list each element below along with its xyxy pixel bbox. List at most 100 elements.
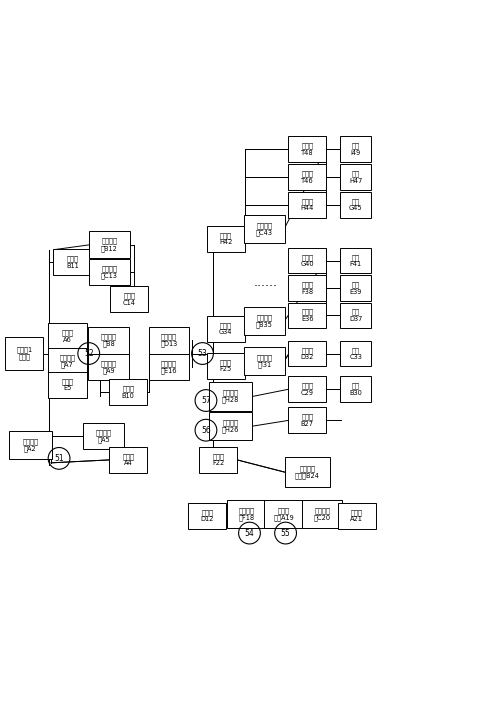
Text: 压力传感
器A5: 压力传感 器A5 bbox=[96, 429, 112, 443]
Text: 开关阀
D12: 开关阀 D12 bbox=[201, 509, 214, 523]
FancyBboxPatch shape bbox=[188, 503, 227, 528]
FancyBboxPatch shape bbox=[89, 231, 130, 258]
FancyBboxPatch shape bbox=[54, 248, 91, 276]
FancyBboxPatch shape bbox=[340, 164, 371, 190]
Text: 电磁阀
E36: 电磁阀 E36 bbox=[301, 309, 313, 322]
Text: 流量传感
器A9: 流量传感 器A9 bbox=[101, 360, 117, 374]
Text: 新变频1
变频器: 新变频1 变频器 bbox=[16, 347, 33, 360]
FancyBboxPatch shape bbox=[109, 379, 147, 405]
FancyBboxPatch shape bbox=[149, 354, 189, 380]
Text: 压力传感
器C13: 压力传感 器C13 bbox=[101, 265, 118, 279]
FancyBboxPatch shape bbox=[110, 286, 148, 312]
FancyBboxPatch shape bbox=[288, 192, 326, 217]
FancyBboxPatch shape bbox=[340, 248, 371, 273]
Text: 过滤器
A6: 过滤器 A6 bbox=[62, 330, 73, 342]
FancyBboxPatch shape bbox=[209, 412, 252, 440]
FancyBboxPatch shape bbox=[288, 137, 326, 162]
Text: 开关阀
B10: 开关阀 B10 bbox=[122, 386, 135, 399]
FancyBboxPatch shape bbox=[340, 376, 371, 402]
Text: 过滤器
E5: 过滤器 E5 bbox=[62, 378, 73, 391]
FancyBboxPatch shape bbox=[340, 303, 371, 328]
Text: 压力传感
器B8: 压力传感 器B8 bbox=[101, 333, 117, 347]
FancyBboxPatch shape bbox=[207, 316, 245, 342]
FancyBboxPatch shape bbox=[302, 500, 342, 528]
Text: 压力传感
器H28: 压力传感 器H28 bbox=[222, 389, 240, 404]
Text: 开关阀
F22: 开关阀 F22 bbox=[212, 454, 225, 466]
Text: 喷水
G45: 喷水 G45 bbox=[349, 198, 363, 211]
FancyBboxPatch shape bbox=[285, 457, 330, 487]
Text: 喷水
D37: 喷水 D37 bbox=[349, 309, 363, 322]
FancyBboxPatch shape bbox=[227, 500, 267, 528]
Text: 开关阀
G34: 开关阀 G34 bbox=[219, 323, 233, 335]
Text: 喷水阀
A21: 喷水阀 A21 bbox=[350, 509, 363, 523]
Text: 电磁阀
H44: 电磁阀 H44 bbox=[301, 198, 314, 211]
Text: 57: 57 bbox=[201, 396, 211, 405]
FancyBboxPatch shape bbox=[49, 323, 86, 349]
FancyBboxPatch shape bbox=[288, 248, 326, 273]
Text: 流量传感
器C43: 流量传感 器C43 bbox=[256, 222, 273, 236]
Text: 喷水
I49: 喷水 I49 bbox=[351, 142, 361, 156]
FancyBboxPatch shape bbox=[109, 447, 147, 473]
FancyBboxPatch shape bbox=[288, 340, 326, 367]
FancyBboxPatch shape bbox=[340, 340, 371, 367]
Text: 整压弹簧
减压阀B24: 整压弹簧 减压阀B24 bbox=[295, 466, 320, 479]
Text: 喷水
B30: 喷水 B30 bbox=[349, 382, 362, 396]
FancyBboxPatch shape bbox=[49, 372, 86, 397]
Text: 喷水
E39: 喷水 E39 bbox=[350, 282, 362, 295]
Text: 电磁阀
B27: 电磁阀 B27 bbox=[301, 414, 314, 427]
FancyBboxPatch shape bbox=[338, 503, 376, 528]
Text: 电磁阀
F38: 电磁阀 F38 bbox=[301, 282, 313, 295]
FancyBboxPatch shape bbox=[49, 348, 86, 374]
FancyBboxPatch shape bbox=[207, 226, 245, 251]
Text: 压力传感
器B12: 压力传感 器B12 bbox=[101, 238, 118, 251]
Text: 喷水
H47: 喷水 H47 bbox=[349, 170, 363, 184]
Text: 53: 53 bbox=[197, 349, 207, 358]
Text: 压力传感
器E16: 压力传感 器E16 bbox=[161, 360, 177, 374]
Text: 压力传感
器H26: 压力传感 器H26 bbox=[222, 419, 240, 433]
Text: 开关阀
C14: 开关阀 C14 bbox=[123, 293, 136, 305]
FancyBboxPatch shape bbox=[288, 164, 326, 190]
Text: 压力传感
器C20: 压力传感 器C20 bbox=[313, 508, 331, 521]
Text: 喷水
F41: 喷水 F41 bbox=[350, 254, 362, 267]
Text: 开关阀
A4: 开关阀 A4 bbox=[123, 454, 134, 466]
Text: 电磁阀
T46: 电磁阀 T46 bbox=[301, 170, 313, 184]
FancyBboxPatch shape bbox=[207, 353, 245, 379]
Text: 调节阀
B11: 调节阀 B11 bbox=[66, 256, 79, 268]
FancyBboxPatch shape bbox=[288, 407, 326, 433]
Text: 比例液流
器A2: 比例液流 器A2 bbox=[22, 438, 38, 452]
FancyBboxPatch shape bbox=[5, 337, 44, 370]
Text: 压力传感
器D13: 压力传感 器D13 bbox=[160, 333, 178, 347]
FancyBboxPatch shape bbox=[209, 382, 252, 411]
Text: 喷水
C33: 喷水 C33 bbox=[349, 347, 362, 360]
FancyBboxPatch shape bbox=[89, 258, 130, 286]
Text: 电磁阀
G40: 电磁阀 G40 bbox=[301, 254, 314, 267]
Text: 开关阀
F25: 开关阀 F25 bbox=[220, 360, 232, 372]
FancyBboxPatch shape bbox=[244, 215, 285, 243]
FancyBboxPatch shape bbox=[288, 276, 326, 301]
FancyBboxPatch shape bbox=[88, 327, 129, 354]
Text: ......: ...... bbox=[253, 276, 277, 289]
FancyBboxPatch shape bbox=[199, 447, 238, 473]
FancyBboxPatch shape bbox=[83, 423, 124, 449]
FancyBboxPatch shape bbox=[288, 303, 326, 328]
FancyBboxPatch shape bbox=[88, 354, 129, 380]
Text: 流量传感
器B35: 流量传感 器B35 bbox=[256, 315, 273, 328]
FancyBboxPatch shape bbox=[340, 276, 371, 301]
Text: 开关阀
H42: 开关阀 H42 bbox=[219, 232, 233, 246]
FancyBboxPatch shape bbox=[9, 431, 52, 459]
Text: 压力传感
器F18: 压力传感 器F18 bbox=[239, 508, 255, 521]
FancyBboxPatch shape bbox=[244, 347, 285, 375]
FancyBboxPatch shape bbox=[264, 500, 305, 528]
Text: 52: 52 bbox=[84, 349, 94, 358]
Text: 压力传感
器I31: 压力传感 器I31 bbox=[256, 354, 272, 368]
FancyBboxPatch shape bbox=[244, 308, 285, 335]
Text: 56: 56 bbox=[201, 426, 211, 435]
Text: 54: 54 bbox=[245, 528, 254, 538]
Text: 电磁阀
C29: 电磁阀 C29 bbox=[301, 382, 314, 396]
Text: 51: 51 bbox=[54, 454, 64, 463]
Text: 电磁阀
感器A19: 电磁阀 感器A19 bbox=[274, 508, 295, 521]
Text: 55: 55 bbox=[281, 528, 291, 538]
Text: 电磁阀
D32: 电磁阀 D32 bbox=[301, 347, 314, 360]
Text: 温度传感
器A7: 温度传感 器A7 bbox=[60, 354, 75, 368]
FancyBboxPatch shape bbox=[149, 327, 189, 354]
